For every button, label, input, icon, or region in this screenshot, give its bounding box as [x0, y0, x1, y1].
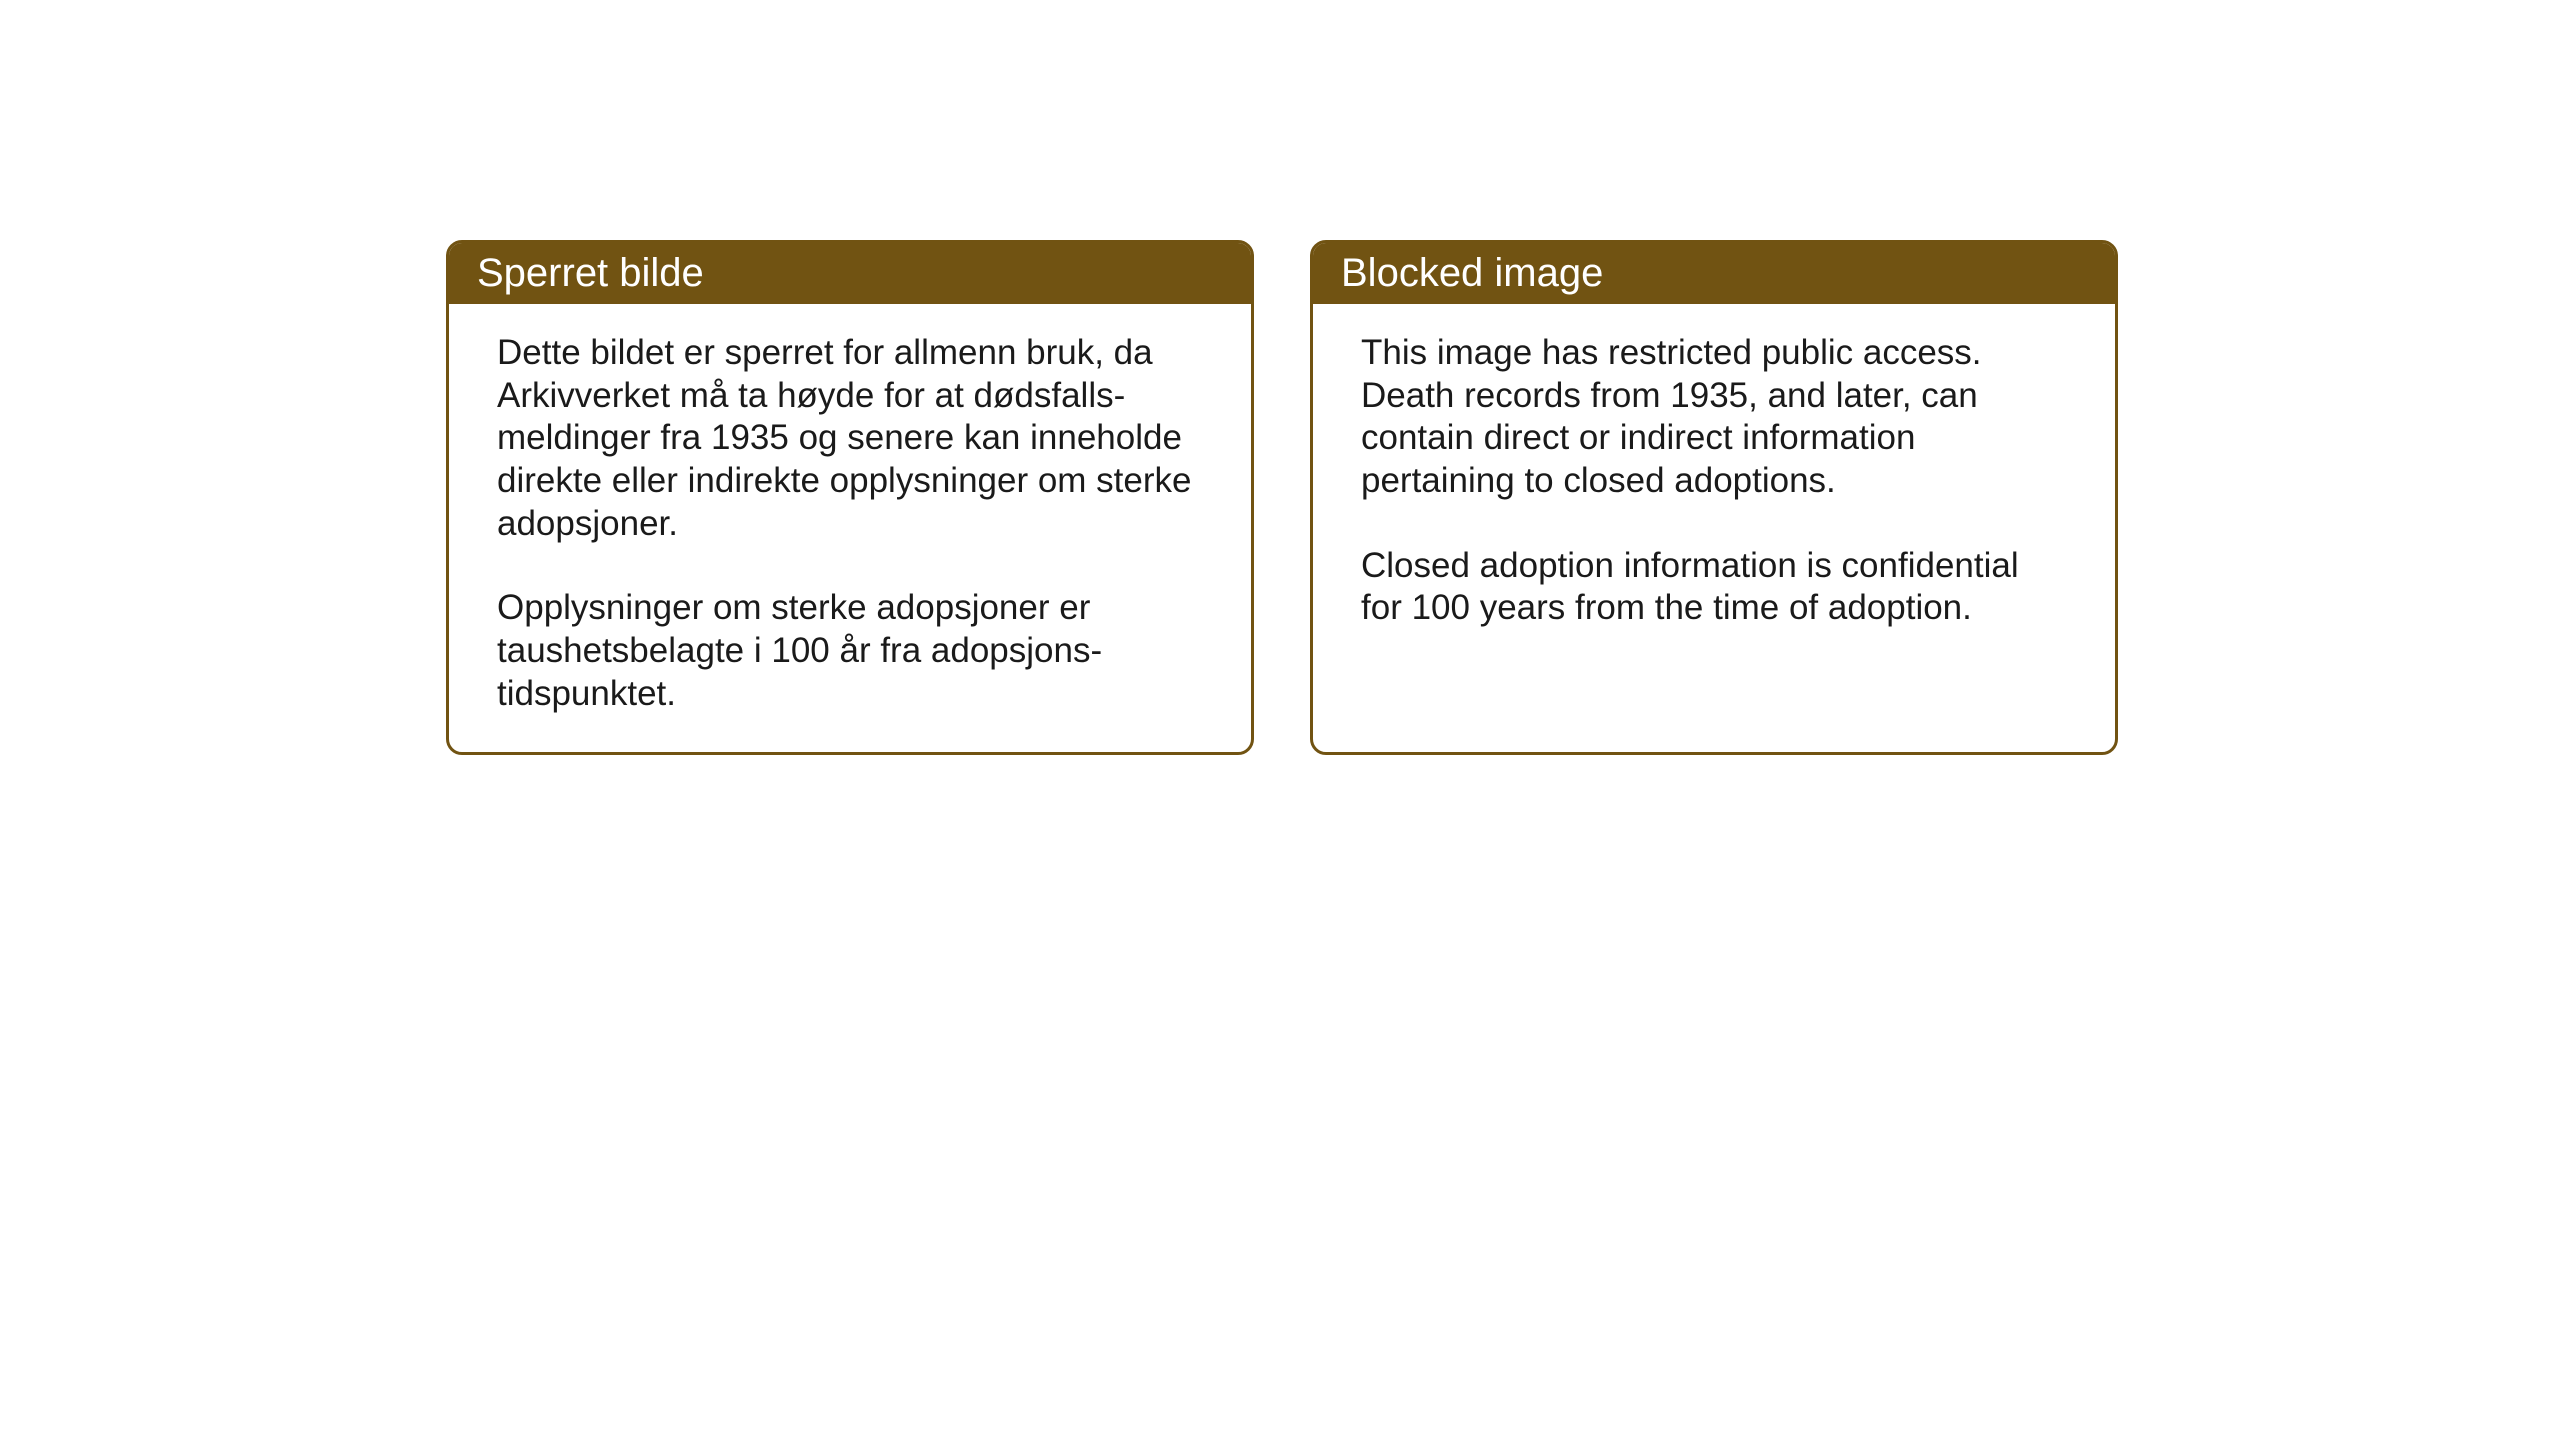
norwegian-card-title: Sperret bilde [449, 243, 1251, 304]
norwegian-card-body: Dette bildet er sperret for allmenn bruk… [449, 304, 1251, 752]
norwegian-paragraph-1: Dette bildet er sperret for allmenn bruk… [497, 332, 1203, 545]
english-card-body: This image has restricted public access.… [1313, 304, 2115, 666]
notice-cards-container: Sperret bilde Dette bildet er sperret fo… [446, 240, 2118, 755]
norwegian-paragraph-2: Opplysninger om sterke adopsjoner er tau… [497, 587, 1203, 715]
norwegian-notice-card: Sperret bilde Dette bildet er sperret fo… [446, 240, 1254, 755]
english-notice-card: Blocked image This image has restricted … [1310, 240, 2118, 755]
english-paragraph-1: This image has restricted public access.… [1361, 332, 2067, 503]
english-paragraph-2: Closed adoption information is confident… [1361, 545, 2067, 630]
english-card-title: Blocked image [1313, 243, 2115, 304]
